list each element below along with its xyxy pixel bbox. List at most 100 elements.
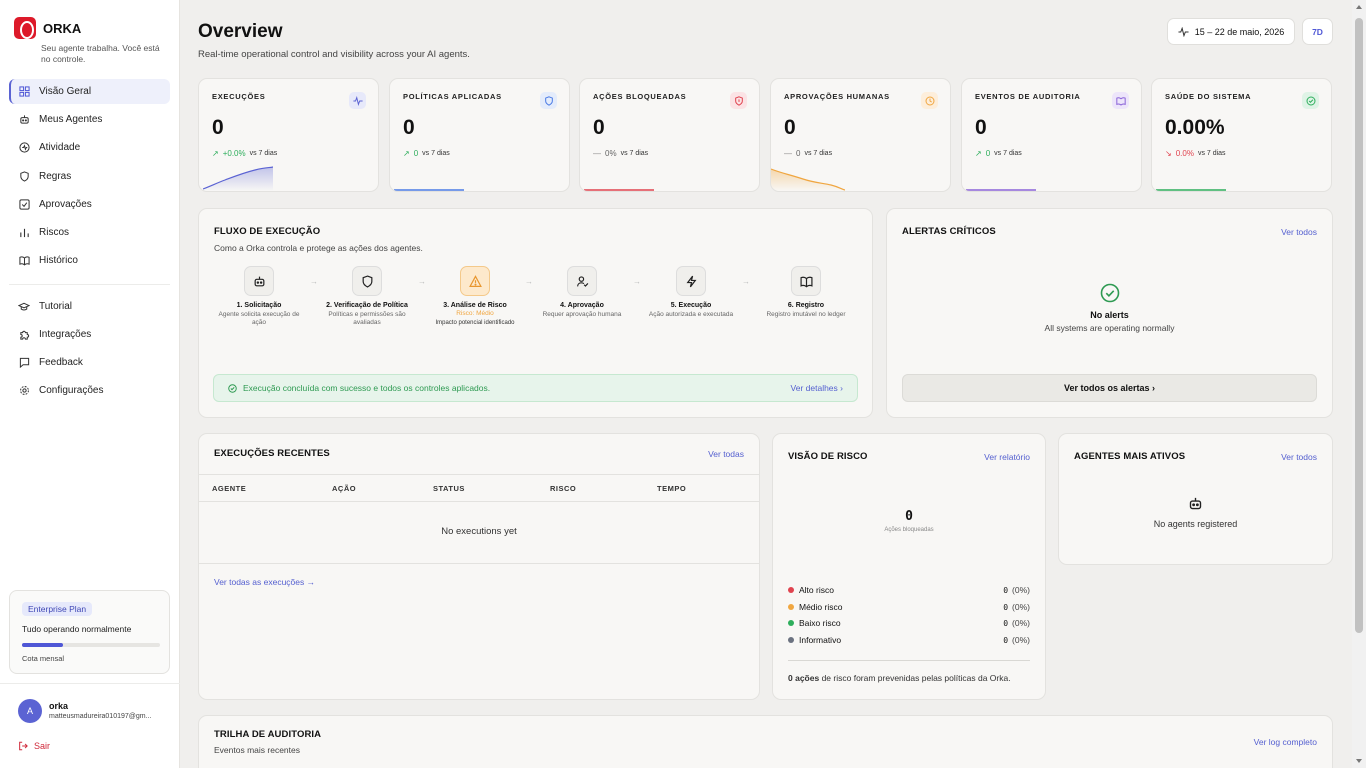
arrow-right-icon: → — [633, 277, 641, 286]
bolt-icon — [676, 266, 706, 296]
table-divider — [199, 501, 759, 502]
agents-empty-message: No agents registered — [1153, 519, 1238, 529]
flow-step-aprovacao[interactable]: 4. Aprovação Requer aprovação humana — [537, 266, 627, 319]
flow-step-solicitacao[interactable]: 1. Solicitação Agente solicita execução … — [214, 266, 304, 327]
success-banner: Execução concluída com sucesso e todos o… — [213, 374, 858, 402]
kpi-card-eventos-auditoria[interactable]: EVENTOS DE AUDITORIA 0 ↗ 0 vs 7 dias — [961, 78, 1142, 192]
quota-label: Cota mensal — [22, 654, 65, 663]
kpi-card-politicas[interactable]: POLÍTICAS APLICADAS 0 ↗ 0 vs 7 dias — [389, 78, 570, 192]
kpi-label: APROVAÇÕES HUMANAS — [784, 92, 890, 101]
graduation-cap-icon — [18, 301, 30, 313]
plan-status: Tudo operando normalmente — [22, 624, 132, 634]
kpi-card-acoes-bloqueadas[interactable]: AÇÕES BLOQUEADAS 0 — 0% vs 7 dias — [579, 78, 760, 192]
blocked-shield-icon — [730, 92, 747, 109]
view-all-agents-link[interactable]: Ver todos — [1281, 452, 1317, 462]
scroll-up-arrow[interactable] — [1356, 5, 1362, 9]
legend-pct: (0%) — [1012, 618, 1030, 628]
column-header-tempo: TEMPO — [657, 484, 687, 493]
sidebar-item-integracoes[interactable]: Integrações — [9, 322, 170, 347]
legend-item-baixo-risco: Baixo risco 0 (0%) — [788, 616, 1030, 630]
view-all-executions-footer-link[interactable]: Ver todas as execuções → — [214, 577, 316, 587]
legend-label: Informativo — [799, 635, 842, 645]
scroll-down-arrow[interactable] — [1356, 759, 1362, 763]
execution-flow-card: FLUXO DE EXECUÇÃO Como a Orka controla e… — [198, 208, 873, 418]
sidebar-item-feedback[interactable]: Feedback — [9, 350, 170, 375]
sidebar-item-tutorial[interactable]: Tutorial — [9, 294, 170, 319]
kpi-sparkline — [966, 189, 1036, 191]
kpi-value: 0.00% — [1165, 116, 1225, 139]
flow-step-registro[interactable]: 6. Registro Registro imutável no ledger — [761, 266, 851, 319]
warning-icon — [460, 266, 490, 296]
plan-badge: Enterprise Plan — [22, 602, 93, 616]
risk-footer-text: de risco foram prevenidas pelas política… — [821, 673, 1011, 683]
sidebar-item-configuracoes[interactable]: Configurações — [9, 378, 170, 403]
kpi-value: 0 — [975, 116, 987, 139]
table-empty-message: No executions yet — [441, 526, 517, 537]
sidebar-divider — [0, 683, 180, 684]
date-range-picker[interactable]: 15 – 22 de maio, 2026 — [1167, 18, 1295, 45]
legend-pct: (0%) — [1012, 635, 1030, 645]
trend-flat-icon: — — [593, 149, 601, 158]
risk-overview-card: VISÃO DE RISCO Ver relatório 0 Ações blo… — [772, 433, 1046, 700]
card-title: ALERTAS CRÍTICOS — [902, 226, 996, 237]
kpi-card-saude-sistema[interactable]: SAÚDE DO SISTEMA 0.00% ↘ 0.0% vs 7 dias — [1151, 78, 1332, 192]
sidebar-item-regras[interactable]: Regras — [9, 164, 170, 189]
kpi-card-aprovacoes-humanas[interactable]: APROVAÇÕES HUMANAS 0 —0 vs 7 dias — [770, 78, 951, 192]
user-name: orka — [49, 701, 69, 711]
brand-tagline: Seu agente trabalha. Você está no contro… — [41, 43, 160, 64]
kpi-sparkline — [203, 166, 273, 191]
flow-step-verificacao[interactable]: 2. Verificação de Política Políticas e p… — [322, 266, 412, 327]
kpi-delta: ↘ 0.0% vs 7 dias — [1165, 149, 1226, 158]
scrollbar-thumb[interactable] — [1355, 18, 1363, 633]
book-icon — [1112, 92, 1129, 109]
sidebar-item-atividade[interactable]: Atividade — [9, 135, 170, 160]
period-button[interactable]: 7D — [1302, 18, 1333, 45]
shield-icon — [352, 266, 382, 296]
sidebar-item-historico[interactable]: Histórico — [9, 248, 170, 273]
step-desc: Ação autorizada e executada — [648, 311, 734, 318]
flow-step-execucao[interactable]: 5. Execução Ação autorizada e executada — [646, 266, 736, 319]
check-circle-icon — [1100, 283, 1120, 303]
column-header-acao: AÇÃO — [332, 484, 357, 493]
sidebar-item-label: Visão Geral — [39, 86, 92, 97]
view-all-alerts-button[interactable]: Ver todos os alertas › — [902, 374, 1317, 402]
kpi-vs: vs 7 dias — [1197, 150, 1226, 157]
critical-alerts-card: ALERTAS CRÍTICOS Ver todos No alerts All… — [886, 208, 1333, 418]
step-name: 5. Execução — [670, 302, 712, 309]
arrow-right-icon: → — [310, 277, 318, 286]
sidebar-item-visao-geral[interactable]: Visão Geral — [9, 79, 170, 104]
kpi-card-execucoes[interactable]: EXECUÇÕES 0 ↗ +0.0% vs 7 dias — [198, 78, 379, 192]
check-circle-icon — [1302, 92, 1319, 109]
legend-dot — [788, 587, 794, 593]
legend-label: Baixo risco — [799, 618, 841, 628]
step-risk: Risco: Médio — [456, 310, 494, 317]
shield-icon — [540, 92, 557, 109]
kpi-delta: ↗ +0.0% vs 7 dias — [212, 149, 277, 158]
gear-icon — [18, 385, 30, 397]
view-full-log-link[interactable]: Ver log completo — [1253, 737, 1317, 747]
view-all-executions-link[interactable]: Ver todas — [708, 449, 744, 459]
page-subtitle: Real-time operational control and visibi… — [198, 49, 470, 60]
card-subtitle: Como a Orka controla e protege as ações … — [214, 243, 423, 253]
logout-button[interactable]: Sair — [18, 741, 50, 751]
sidebar-item-meus-agentes[interactable]: Meus Agentes — [9, 107, 170, 132]
kpi-delta: ↗ 0 vs 7 dias — [975, 149, 1022, 158]
card-title: TRILHA DE AUDITORIA — [214, 729, 322, 740]
view-report-link[interactable]: Ver relatório — [984, 452, 1030, 462]
book-icon — [18, 255, 30, 267]
step-name: 1. Solicitação — [236, 302, 282, 309]
column-header-agente: AGENTE — [212, 484, 247, 493]
step-desc: Agente solicita execução de ação — [218, 311, 300, 326]
sidebar-item-aprovacoes[interactable]: Aprovações — [9, 192, 170, 217]
sidebar-item-riscos[interactable]: Riscos — [9, 220, 170, 245]
scrollbar[interactable] — [1352, 0, 1366, 768]
view-all-alerts-link[interactable]: Ver todos — [1281, 227, 1317, 237]
view-details-link[interactable]: Ver detalhes › — [790, 383, 843, 393]
kpi-vs: vs 7 dias — [620, 150, 649, 157]
most-active-agents-card: AGENTES MAIS ATIVOS Ver todos No agents … — [1058, 433, 1333, 565]
legend-value: 0 — [1003, 602, 1009, 612]
trend-flat-icon: — — [784, 149, 792, 158]
sidebar-item-label: Tutorial — [39, 301, 72, 312]
card-title: AGENTES MAIS ATIVOS — [1074, 451, 1186, 462]
flow-step-analise-risco[interactable]: 3. Análise de Risco Risco: Médio Impacto… — [430, 266, 520, 326]
